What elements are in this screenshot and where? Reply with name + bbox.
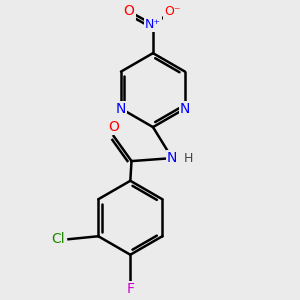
Text: N: N (180, 102, 190, 116)
Text: O⁻: O⁻ (164, 5, 180, 18)
Text: O: O (124, 4, 135, 18)
Text: F: F (126, 282, 134, 296)
Text: Cl: Cl (51, 232, 64, 246)
Text: H: H (184, 152, 194, 165)
Text: N: N (167, 151, 177, 165)
Text: N⁺: N⁺ (145, 18, 161, 31)
Text: N: N (116, 102, 126, 116)
Text: O: O (108, 120, 119, 134)
